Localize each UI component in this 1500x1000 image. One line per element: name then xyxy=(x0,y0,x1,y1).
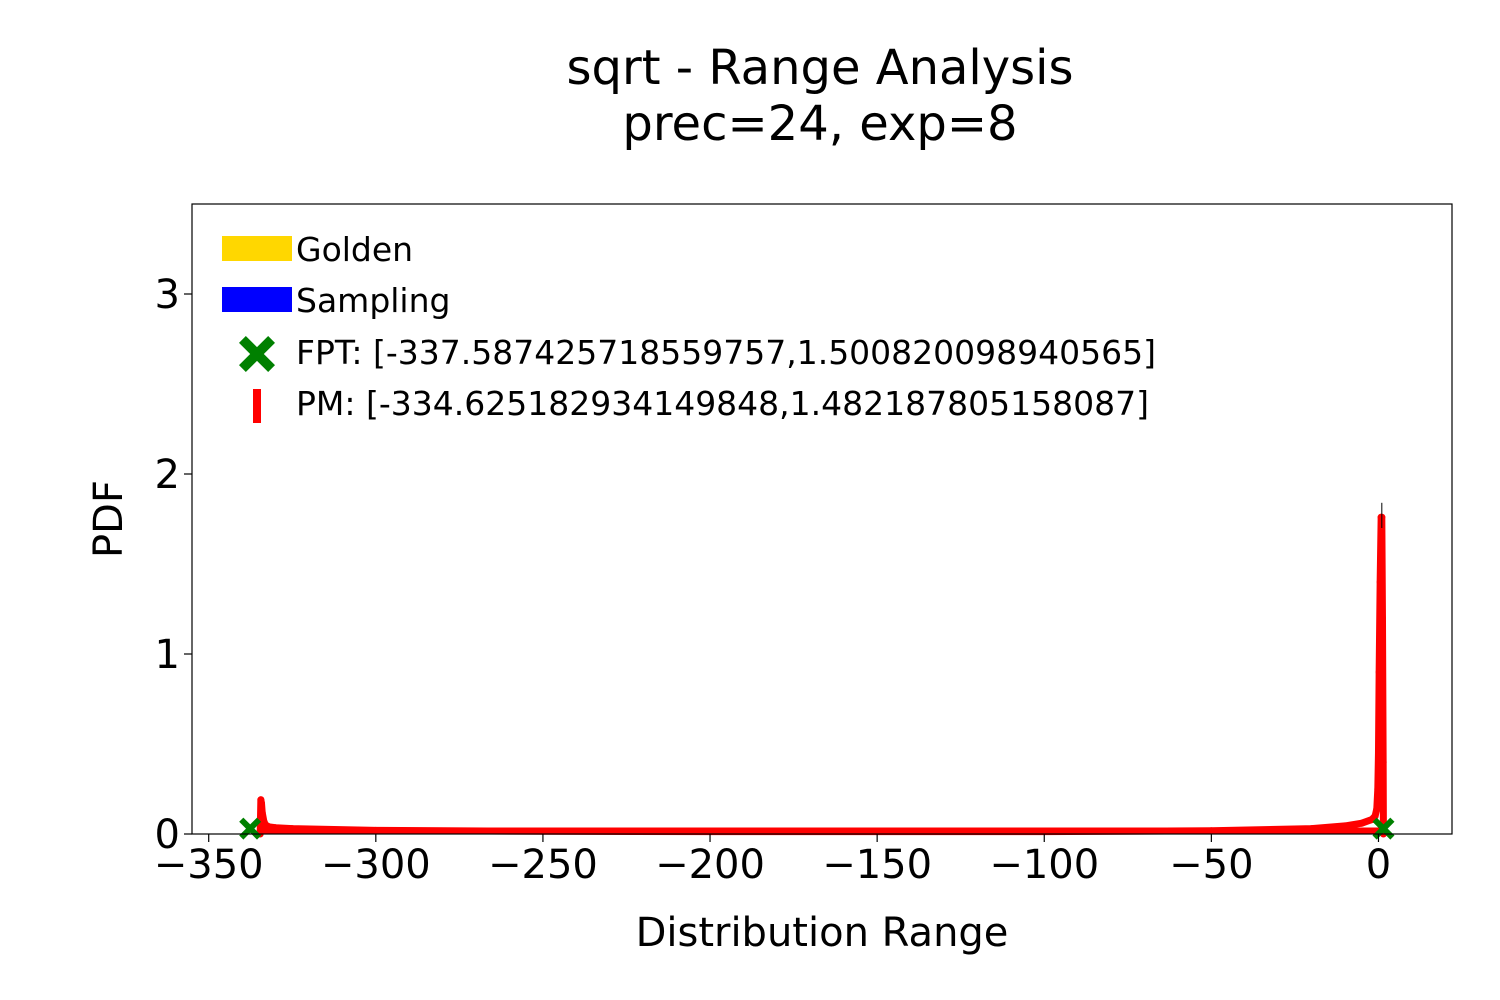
pm-data-point xyxy=(258,799,266,807)
pm-data-point xyxy=(539,827,547,835)
x-axis-ticks: −350 −300 −250 −200 −150 −100 −50 0 xyxy=(154,834,1391,888)
axes-frame xyxy=(191,203,1453,835)
pm-data-point xyxy=(372,826,380,834)
x-tick-label: −100 xyxy=(989,842,1099,888)
pm-data-point xyxy=(1207,827,1215,835)
pm-data-point xyxy=(288,825,296,833)
y-tick-label: 2 xyxy=(155,452,180,498)
pm-data-point xyxy=(1358,819,1366,827)
pm-data-point xyxy=(1378,614,1386,622)
legend-swatch-sampling xyxy=(222,287,292,312)
legend-pm-marker-icon xyxy=(253,389,261,423)
chart-title-line1: sqrt - Range Analysis xyxy=(566,40,1073,96)
y-axis-ticks: 0 1 2 3 xyxy=(155,272,192,858)
pm-data-point xyxy=(1379,758,1387,766)
legend-fpt-marker-icon xyxy=(239,336,275,372)
pm-data-point xyxy=(1374,749,1382,757)
x-tick-label: 0 xyxy=(1366,842,1391,888)
x-tick-label: −350 xyxy=(154,842,264,888)
pm-data-point xyxy=(1371,812,1379,820)
legend: Golden Sampling FPT: [-337.587425718559757… xyxy=(222,230,1156,423)
x-tick-label: −300 xyxy=(321,842,431,888)
y-tick-label: 1 xyxy=(155,632,180,678)
x-axis-label: Distribution Range xyxy=(636,910,1009,956)
legend-label: Sampling xyxy=(296,281,450,320)
y-tick-label: 3 xyxy=(155,272,180,318)
y-tick-label: 0 xyxy=(155,812,180,858)
x-tick-label: −250 xyxy=(488,842,598,888)
pm-data-point xyxy=(258,808,266,816)
legend-label: Golden xyxy=(296,230,413,269)
y-axis-label: PDF xyxy=(86,480,132,558)
pm-data-point xyxy=(1374,785,1382,793)
legend-swatch-golden xyxy=(222,236,292,261)
pm-data-point xyxy=(1373,805,1381,813)
legend-label: PM: [-334.625182934149848,1.482187805158… xyxy=(296,384,1149,423)
legend-label: FPT: [-337.587425718559757,1.50082009894… xyxy=(296,333,1156,372)
pm-data-point xyxy=(1308,825,1316,833)
x-tick-label: −50 xyxy=(1169,842,1253,888)
plot-area xyxy=(239,502,1395,840)
x-tick-label: −150 xyxy=(822,842,932,888)
pm-data-point xyxy=(1376,578,1384,586)
chart-title-line2: prec=24, exp=8 xyxy=(622,96,1017,152)
pm-data-point xyxy=(272,824,280,832)
x-tick-label: −200 xyxy=(655,842,765,888)
pm-series-line xyxy=(256,513,1387,836)
pm-data-point xyxy=(1341,822,1349,830)
pm-data-point xyxy=(265,823,273,831)
pm-data-point xyxy=(1375,668,1383,676)
